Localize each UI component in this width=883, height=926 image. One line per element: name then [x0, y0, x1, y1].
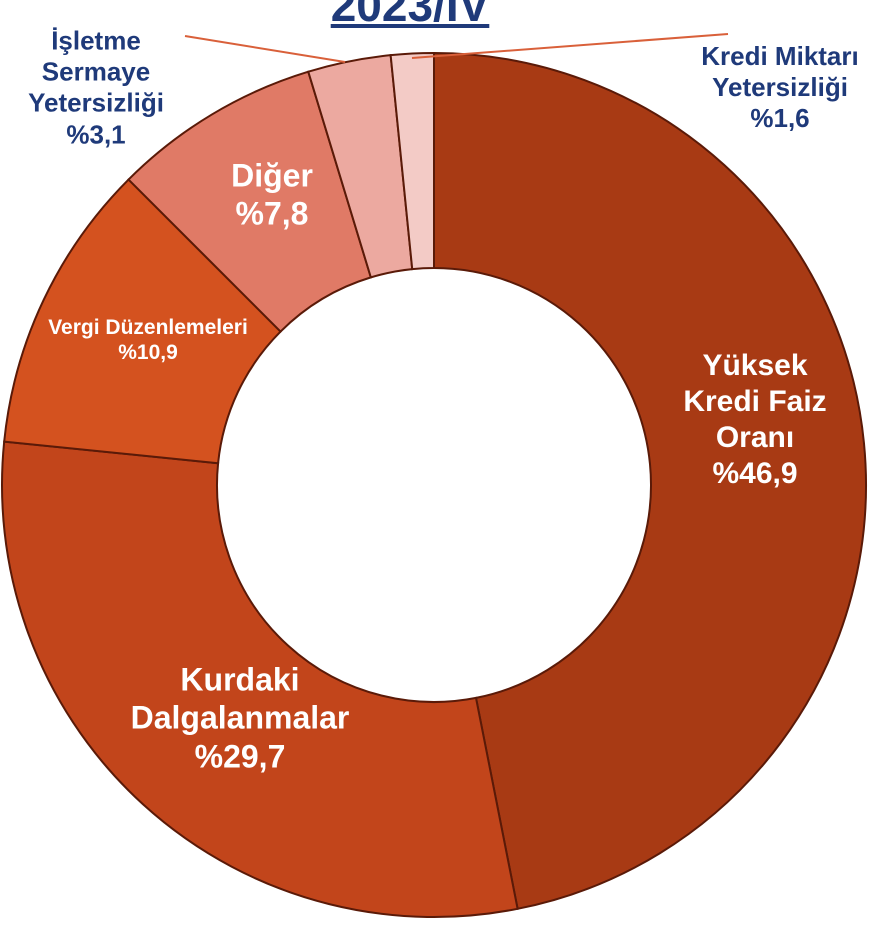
value-label: %7,8 [235, 196, 309, 232]
donut-slice [3, 178, 282, 465]
donut-slice [389, 51, 435, 271]
slice-label: Yüksek Kredi Faiz Oranı %46,9 [665, 348, 845, 492]
value-label: %29,7 [194, 738, 286, 775]
leader-line [411, 33, 729, 59]
slice-label: Diğer %7,8 [212, 157, 332, 234]
category-label: Vergi Düzenlemeleri [48, 315, 248, 339]
value-label: %3,1 [66, 119, 126, 150]
donut-slice [433, 51, 867, 911]
value-label: %10,9 [118, 341, 178, 364]
slice-label: Vergi Düzenlemeleri %10,9 [48, 315, 248, 365]
leader-line [184, 35, 346, 63]
slice-label: Kredi Miktarı Yetersizliği %1,6 [690, 41, 870, 135]
slice-label: Kurdaki Dalgalanmalar %29,7 [110, 660, 370, 775]
category-label: İşletme Sermaye Yetersizliği [28, 25, 164, 118]
category-label: Kredi Miktarı Yetersizliği [701, 41, 859, 103]
slice-label: İşletme Sermaye Yetersizliği %3,1 [6, 26, 186, 151]
category-label: Diğer [231, 157, 313, 194]
chart-title: 2023/IV [330, 0, 490, 31]
value-label: %1,6 [750, 103, 810, 134]
donut-slice [1, 440, 519, 918]
category-label: Kurdaki Dalgalanmalar [130, 661, 350, 736]
category-label: Yüksek Kredi Faiz Oranı [683, 349, 827, 454]
value-label: %46,9 [712, 457, 798, 490]
